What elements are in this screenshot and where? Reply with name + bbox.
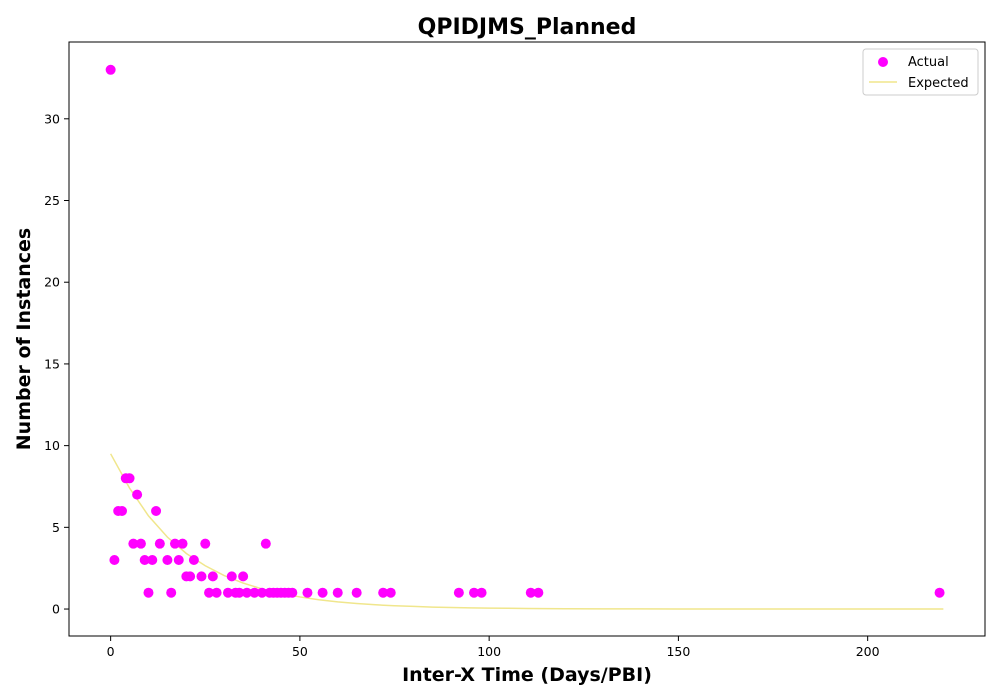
actual-point	[226, 571, 237, 582]
actual-point	[128, 538, 139, 549]
x-tick-label: 200	[856, 644, 880, 659]
actual-point	[200, 538, 211, 549]
chart-title: QPIDJMS_Planned	[418, 15, 637, 40]
actual-point	[188, 555, 199, 566]
actual-point	[154, 538, 165, 549]
actual-point	[476, 587, 487, 598]
actual-point	[109, 555, 120, 566]
actual-point	[525, 587, 536, 598]
actual-point	[234, 587, 245, 598]
y-tick-label: 30	[44, 111, 60, 126]
actual-point	[173, 555, 184, 566]
legend-expected-label: Expected	[908, 76, 969, 91]
legend-box	[862, 48, 979, 96]
legend-actual-marker	[878, 57, 888, 67]
expected-line	[109, 453, 944, 610]
actual-point	[934, 587, 945, 598]
legend-actual-label: Actual	[908, 55, 949, 70]
x-tick-label: 50	[292, 644, 308, 659]
actual-point	[351, 587, 362, 598]
y-axis: 0 5 10 15 20 25 30	[44, 111, 69, 617]
actual-point	[147, 555, 158, 566]
actual-point	[116, 505, 127, 516]
y-axis-label: Number of Instances	[13, 228, 35, 450]
actual-point	[222, 587, 233, 598]
y-tick-label: 20	[44, 275, 60, 290]
actual-point	[185, 571, 196, 582]
actual-point	[207, 571, 218, 582]
actual-point	[238, 571, 249, 582]
actual-point	[132, 489, 143, 500]
actual-point	[143, 587, 154, 598]
actual-point	[196, 571, 207, 582]
actual-point	[211, 587, 222, 598]
actual-point	[105, 64, 116, 75]
actual-point	[260, 538, 271, 549]
actual-series	[105, 64, 945, 598]
actual-point	[124, 473, 135, 484]
actual-point	[302, 587, 313, 598]
actual-point	[139, 555, 150, 566]
y-tick-label: 15	[44, 356, 60, 371]
y-tick-label: 5	[52, 520, 60, 535]
actual-point	[385, 587, 396, 598]
x-tick-label: 150	[666, 644, 690, 659]
actual-point	[317, 587, 328, 598]
expected-series	[109, 453, 944, 610]
x-axis: 0 50 100 150 200	[107, 636, 880, 659]
actual-point	[332, 587, 343, 598]
actual-point	[177, 538, 188, 549]
actual-point	[249, 587, 260, 598]
x-axis-label: Inter-X Time (Days/PBI)	[402, 664, 652, 686]
actual-point	[533, 587, 544, 598]
actual-point	[241, 587, 252, 598]
actual-point	[469, 587, 480, 598]
y-tick-label: 0	[52, 602, 60, 617]
actual-point	[257, 587, 268, 598]
actual-point	[378, 587, 389, 598]
x-tick-label: 100	[477, 644, 501, 659]
y-tick-label: 10	[44, 438, 60, 453]
actual-point	[204, 587, 215, 598]
actual-point	[162, 555, 173, 566]
actual-point	[135, 538, 146, 549]
actual-point	[151, 505, 162, 516]
actual-point	[453, 587, 464, 598]
x-tick-label: 0	[107, 644, 115, 659]
actual-point	[287, 587, 298, 598]
actual-point	[166, 587, 177, 598]
actual-point	[169, 538, 180, 549]
plot-frame	[68, 41, 986, 637]
legend: Actual Expected	[862, 48, 979, 96]
y-tick-label: 25	[44, 193, 60, 208]
